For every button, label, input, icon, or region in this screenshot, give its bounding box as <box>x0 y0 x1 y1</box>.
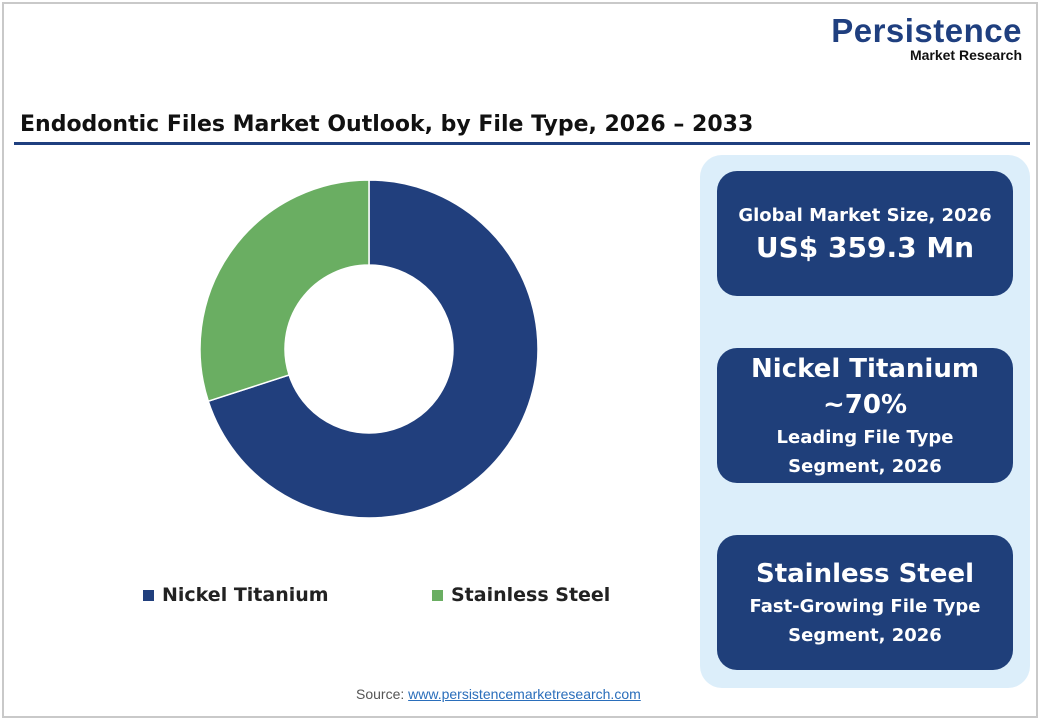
logo-text: Persistence <box>831 12 1022 49</box>
legend-swatch <box>432 589 443 601</box>
card-label: Global Market Size, 2026 <box>738 205 992 226</box>
card-title: Nickel Titanium <box>751 353 979 384</box>
legend-item-stainless-steel: Stainless Steel <box>432 584 610 606</box>
title-divider <box>14 142 1030 145</box>
card-value: US$ 359.3 Mn <box>755 231 975 264</box>
slice-nickel-titanium <box>207 179 539 519</box>
fast-growing-card: Stainless Steel Fast-Growing File Type S… <box>717 535 1013 670</box>
market-size-card: Global Market Size, 2026 US$ 359.3 Mn <box>717 171 1013 296</box>
logo-subtext: Market Research <box>909 47 1022 63</box>
legend-item-nickel-titanium: Nickel Titanium <box>143 584 329 606</box>
card-title: Stainless Steel <box>755 558 974 589</box>
slice-stainless-steel <box>199 179 370 403</box>
source-label: Source: <box>356 686 405 702</box>
leading-segment-card: Nickel Titanium ~70% Leading File Type S… <box>717 348 1013 483</box>
legend-swatch <box>143 589 154 601</box>
card-desc: Segment, 2026 <box>788 624 942 646</box>
card-value: ~70% <box>822 389 908 420</box>
card-desc: Fast-Growing File Type <box>749 595 981 617</box>
legend-label: Nickel Titanium <box>162 584 329 606</box>
card-desc: Segment, 2026 <box>788 455 942 477</box>
card-desc: Leading File Type <box>776 426 954 448</box>
source-link[interactable]: www.persistencemarketresearch.com <box>408 686 641 702</box>
donut-chart <box>199 179 539 519</box>
legend-label: Stainless Steel <box>451 584 611 606</box>
chart-title: Endodontic Files Market Outlook, by File… <box>20 112 754 137</box>
logo: Persistence Market Research <box>831 12 1022 63</box>
source: Source: www.persistencemarketresearch.co… <box>356 686 641 702</box>
